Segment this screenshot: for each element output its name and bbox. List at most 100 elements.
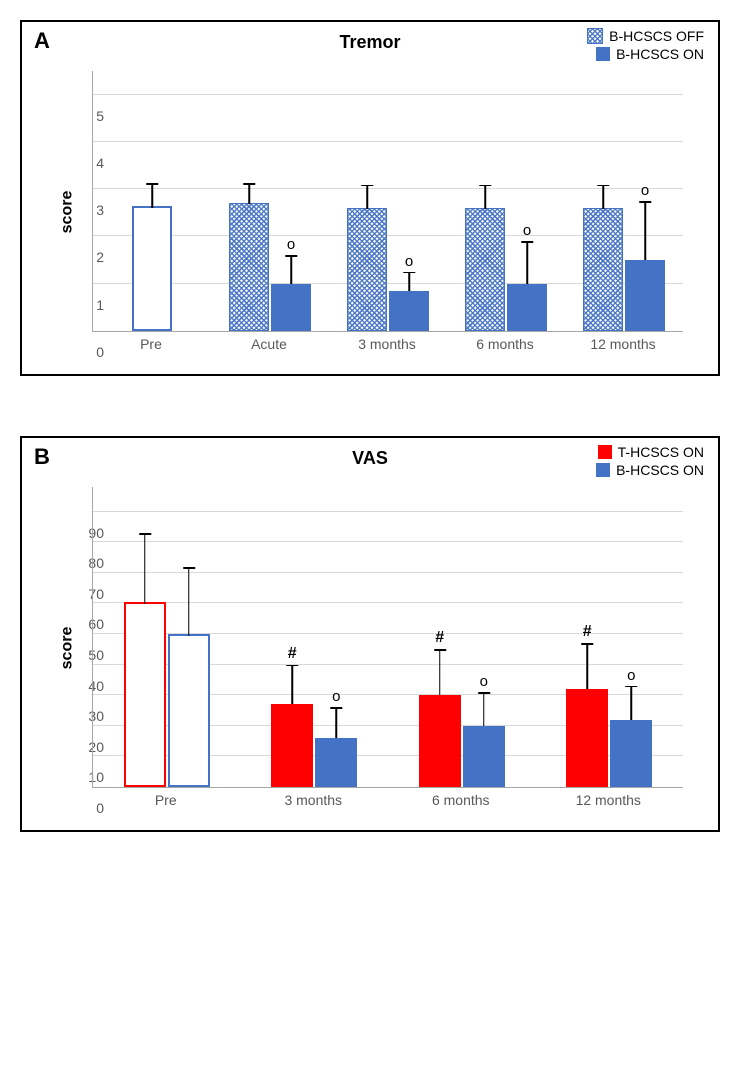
error-cap [146,183,158,185]
error-cap [521,241,533,243]
bar: o [507,284,547,331]
error-bar [408,272,410,291]
error-cap [361,185,373,187]
x-tick-label: Pre [92,336,210,352]
legend-item: T-HCSCS ON [596,444,704,460]
legend-label: B-HCSCS ON [616,46,704,62]
bar-group: o [329,71,447,331]
bar [347,208,387,331]
annotation-symbol: o [523,222,531,239]
bar: # [566,689,608,787]
error-bar [144,533,146,603]
bar-group: #o [241,487,389,787]
error-bar [290,255,292,283]
error-bar [248,183,250,204]
panelA-panel: ATremorB-HCSCS OFFB-HCSCS ONscore012345o… [20,20,720,376]
legend-swatch [598,445,612,459]
legend-item: B-HCSCS ON [587,46,704,62]
bar [132,206,172,331]
plot-area: o o o o [92,71,683,332]
bar: o [315,738,357,787]
x-tick-label: Acute [210,336,328,352]
x-tick-label: 12 months [564,336,682,352]
x-tick-label: 3 months [240,792,388,808]
bars-container: #o#o#o [93,487,683,787]
x-tick-label: Pre [92,792,240,808]
x-tick-label: 3 months [328,336,446,352]
error-cap [183,567,195,569]
bar-group [93,487,241,787]
panelB-panel: BVAST-HCSCS ONB-HCSCS ONscore01020304050… [20,436,720,832]
panel-letter: A [34,28,50,54]
bar-group: #o [536,487,684,787]
error-bar [631,686,633,720]
x-tick-label: 6 months [446,336,564,352]
error-cap [434,649,446,651]
error-bar [484,185,486,210]
y-tick-label: 0 [74,344,104,360]
error-cap [597,185,609,187]
error-bar [602,185,604,210]
y-tick-label: 0 [74,800,104,816]
error-bar [336,707,338,738]
bar: o [625,260,665,331]
annotation-symbol: o [287,236,295,253]
error-cap [243,183,255,185]
annotation-symbol: # [583,623,592,641]
error-cap [139,533,151,535]
error-cap [286,665,298,667]
bar [465,208,505,331]
bar-group: #o [388,487,536,787]
legend-label: B-HCSCS OFF [609,28,704,44]
error-bar [439,649,441,695]
error-cap [330,707,342,709]
plot-area: #o#o#o [92,487,683,788]
legend-item: B-HCSCS ON [596,462,704,478]
bar: o [463,726,505,787]
error-bar [644,201,646,260]
bar: # [271,704,313,787]
bar: o [271,284,311,331]
bars-container: o o o o [93,71,683,331]
annotation-symbol: o [405,253,413,270]
error-bar [483,692,485,726]
legend-swatch [596,47,610,61]
chart-stage: score0102030405060708090#o#o#oPre3 month… [92,487,700,808]
error-bar [587,643,589,689]
legend-item: B-HCSCS OFF [587,28,704,44]
x-tick-label: 12 months [535,792,683,808]
error-cap [478,692,490,694]
error-cap [403,272,415,274]
error-cap [625,686,637,688]
legend-swatch [587,28,603,44]
legend-label: B-HCSCS ON [616,462,704,478]
bar-group: o [565,71,683,331]
legend: T-HCSCS ON B-HCSCS ON [596,444,704,480]
bar [229,203,269,331]
x-labels-row: Pre3 months6 months12 months [92,792,682,808]
annotation-symbol: # [288,645,297,663]
error-cap [639,201,651,203]
error-bar [366,185,368,210]
annotation-symbol: o [332,688,340,705]
bar [583,208,623,331]
legend-label: T-HCSCS ON [618,444,704,460]
annotation-symbol: o [641,182,649,199]
error-bar [151,183,153,208]
bar: # [419,695,461,787]
error-cap [285,255,297,257]
bar-group [93,71,211,331]
legend-swatch [596,463,610,477]
x-labels-row: PreAcute3 months6 months12 months [92,336,682,352]
error-cap [479,185,491,187]
annotation-symbol: o [480,673,488,690]
annotation-symbol: # [435,629,444,647]
legend: B-HCSCS OFF B-HCSCS ON [587,28,704,64]
error-cap [581,643,593,645]
bar: o [389,291,429,331]
bar [168,634,210,787]
error-bar [526,241,528,284]
error-bar [292,665,294,705]
annotation-symbol: o [627,667,635,684]
error-bar [188,567,190,636]
